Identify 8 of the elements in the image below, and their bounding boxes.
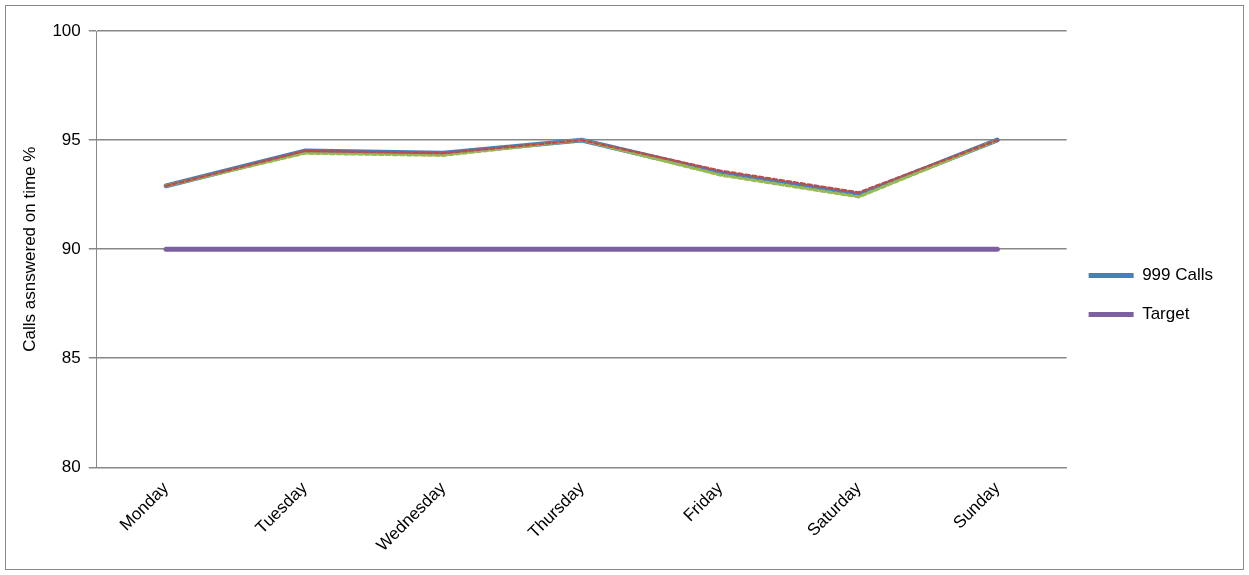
legend-label: 999 Calls	[1142, 265, 1213, 285]
y-tick-label: 85	[61, 347, 81, 367]
y-tick-label: 100	[52, 20, 81, 40]
y-tick-label: 90	[61, 238, 81, 258]
legend-label: Target	[1142, 304, 1190, 324]
y-tick-label: 80	[61, 457, 81, 476]
y-tick-label: 95	[61, 129, 81, 149]
y-axis-title: Calls asnswered on time %	[19, 146, 39, 352]
